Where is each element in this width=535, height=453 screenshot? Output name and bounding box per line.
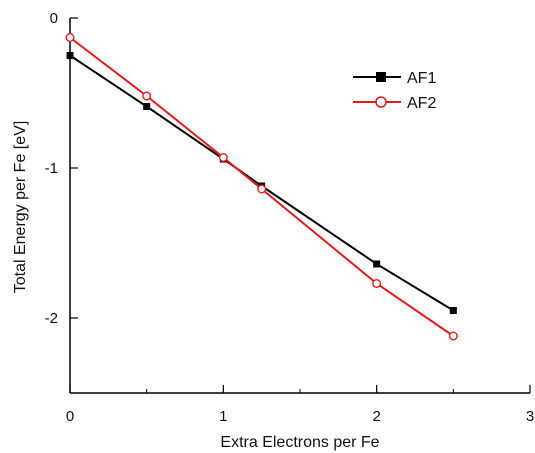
- x-tick-label: 3: [526, 408, 534, 425]
- legend-marker: [376, 72, 386, 82]
- legend-item-af1: AF1: [353, 70, 436, 87]
- x-axis-label: Extra Electrons per Fe: [220, 434, 379, 451]
- ticks: 0 1 2 3 0 -1 -2: [45, 10, 535, 425]
- series-layer: [65, 33, 458, 341]
- y-tick-label: -1: [45, 160, 58, 177]
- data-point: [448, 331, 458, 341]
- legend-label: AF2: [407, 95, 436, 112]
- series-line-af2: [69, 36, 454, 337]
- data-point: [218, 152, 228, 162]
- axes: [69, 18, 530, 394]
- data-point: [257, 184, 267, 194]
- data-point: [449, 307, 457, 314]
- legend-label: AF1: [407, 70, 436, 87]
- y-tick-label: 0: [50, 10, 58, 27]
- series-af1: [66, 52, 457, 314]
- data-point: [142, 91, 152, 101]
- series-af2: [65, 33, 458, 341]
- data-point: [66, 52, 74, 59]
- data-point: [65, 33, 75, 43]
- legend-marker: [375, 96, 387, 108]
- y-axis-label: Total Energy per Fe [eV]: [12, 121, 29, 294]
- y-tick-label: -2: [45, 310, 58, 327]
- data-point: [372, 279, 382, 289]
- data-point: [373, 260, 381, 268]
- data-point: [143, 103, 151, 110]
- x-tick-label: 0: [66, 408, 74, 425]
- x-tick-label: 1: [219, 408, 227, 425]
- legend-item-af2: AF2: [353, 95, 436, 112]
- x-tick-label: 2: [372, 408, 380, 425]
